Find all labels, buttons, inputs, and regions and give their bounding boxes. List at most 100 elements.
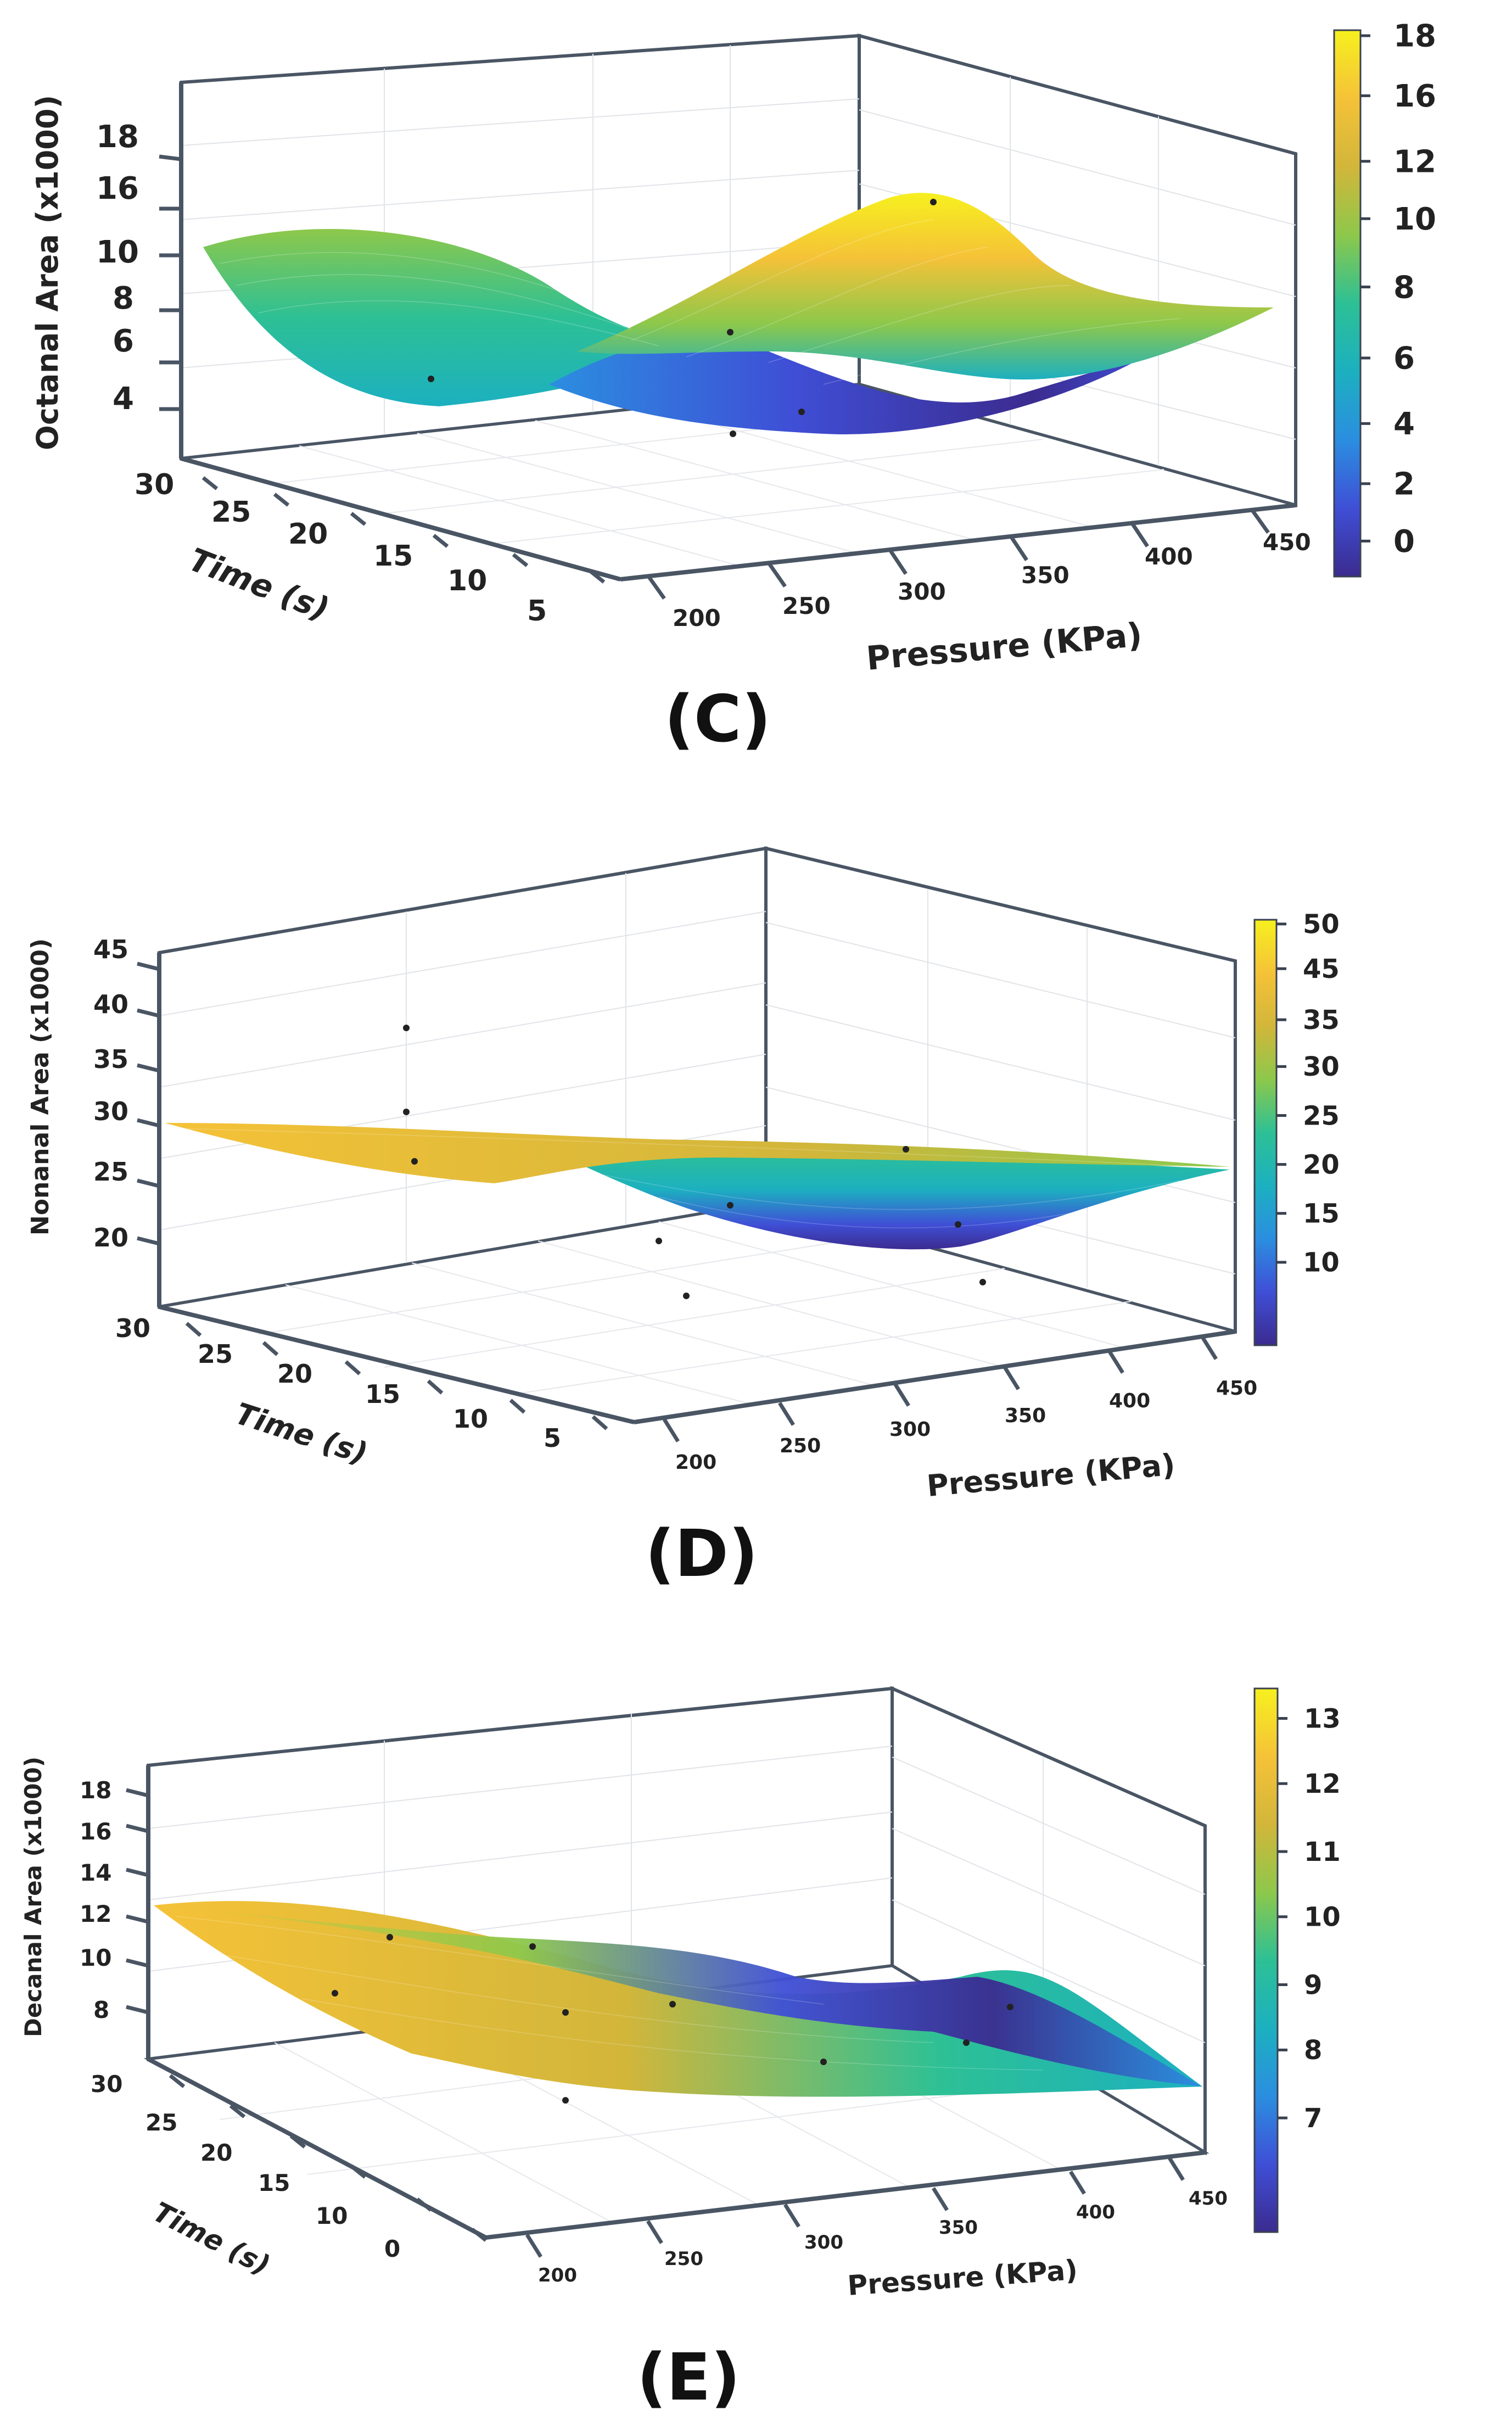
z-axis-title: Nonanal Area (x1000) bbox=[26, 938, 54, 1235]
y-tick-label: 5 bbox=[544, 1423, 561, 1453]
colorbar-tick-label: 8 bbox=[1393, 270, 1415, 305]
colorbar-tick-label: 2 bbox=[1393, 466, 1415, 502]
surface-mesh bbox=[175, 1916, 1044, 2071]
z-tick-label: 8 bbox=[93, 1997, 109, 2023]
sample-point bbox=[562, 2009, 569, 2016]
x-tick-label: 250 bbox=[780, 1435, 821, 1457]
colorbar-tick-label: 4 bbox=[1393, 406, 1415, 442]
x-tick-label: 350 bbox=[939, 2217, 978, 2239]
sample-point bbox=[529, 1943, 536, 1950]
x-axis-title: Pressure (KPa) bbox=[865, 616, 1144, 678]
colorbar-tick-label: 16 bbox=[1393, 79, 1436, 114]
colorbar-tick-label: 30 bbox=[1303, 1052, 1340, 1082]
colorbar-ticks: 50 45 35 30 25 20 15 10 bbox=[1276, 909, 1340, 1278]
sample-point bbox=[979, 1279, 986, 1285]
floor-grid bbox=[274, 407, 1164, 566]
z-tick-label: 30 bbox=[93, 1097, 128, 1126]
y-tick-label: 30 bbox=[91, 2071, 122, 2098]
x-tick-labels: 200 250 300 350 400 450 bbox=[538, 2188, 1228, 2286]
sample-point bbox=[332, 1990, 338, 1997]
axis-ticks bbox=[159, 154, 1270, 600]
y-tick-label: 10 bbox=[453, 1404, 488, 1434]
colorbar-tick-label: 10 bbox=[1304, 1902, 1341, 1933]
sample-point bbox=[730, 430, 736, 437]
y-axis-line bbox=[159, 1305, 635, 1424]
surface-patch-top bbox=[165, 1123, 1230, 1183]
x-tick-label: 200 bbox=[675, 1451, 716, 1474]
colorbar-tick-label: 35 bbox=[1303, 1005, 1340, 1036]
y-tick-label: 15 bbox=[365, 1379, 400, 1409]
colorbar-ticks: 18 16 12 10 8 6 4 2 0 bbox=[1360, 19, 1436, 560]
sample-point bbox=[727, 329, 733, 335]
colorbar-tick-label: 13 bbox=[1304, 1703, 1341, 1734]
y-tick-label: 15 bbox=[373, 540, 413, 573]
z-tick-labels: 18 16 14 12 10 8 bbox=[80, 1777, 111, 2023]
z-tick-label: 4 bbox=[113, 381, 134, 417]
sample-point bbox=[683, 1293, 690, 1299]
panel-label: (E) bbox=[637, 2339, 740, 2415]
colorbar-tick-label: 50 bbox=[1303, 909, 1340, 940]
x-tick-label: 300 bbox=[898, 578, 946, 605]
x-tick-label: 350 bbox=[1021, 562, 1069, 589]
z-tick-labels: 18 16 10 8 6 4 bbox=[96, 119, 139, 417]
colorbar-tick-label: 11 bbox=[1304, 1837, 1341, 1867]
surface-patch-bowl bbox=[555, 1150, 1230, 1250]
colorbar-gradient bbox=[1253, 919, 1278, 1346]
sample-point bbox=[798, 409, 805, 415]
z-tick-label: 18 bbox=[96, 119, 139, 155]
y-tick-labels: 30 25 20 15 10 5 bbox=[135, 468, 547, 628]
colorbar-tick-label: 6 bbox=[1393, 341, 1415, 377]
z-tick-label: 25 bbox=[93, 1157, 128, 1187]
surface-c bbox=[203, 193, 1274, 434]
z-tick-label: 10 bbox=[80, 1944, 111, 1971]
sample-points bbox=[428, 199, 937, 437]
z-tick-label: 16 bbox=[80, 1818, 111, 1845]
z-tick-label: 40 bbox=[93, 989, 128, 1019]
z-tick-label: 18 bbox=[80, 1777, 111, 1804]
x-tick-label: 450 bbox=[1216, 1377, 1257, 1400]
x-tick-label: 350 bbox=[1005, 1405, 1046, 1427]
x-tick-label: 300 bbox=[804, 2232, 843, 2253]
x-tick-label: 250 bbox=[664, 2248, 703, 2270]
colorbar-tick-label: 25 bbox=[1303, 1100, 1340, 1131]
z-axis-title: Decanal Area (x1000) bbox=[20, 1757, 47, 2037]
axis-ticks bbox=[126, 1788, 1185, 2258]
z-tick-label: 12 bbox=[80, 1900, 111, 1927]
colorbar-tick-label: 10 bbox=[1303, 1248, 1340, 1278]
surface-mesh bbox=[175, 1128, 1208, 1228]
y-tick-label: 30 bbox=[135, 468, 174, 501]
y-tick-label: 25 bbox=[145, 2109, 177, 2136]
y-tick-labels: 30 25 20 15 10 5 bbox=[115, 1313, 561, 1453]
y-axis-line bbox=[180, 456, 621, 581]
sample-point bbox=[955, 1221, 961, 1228]
sample-points bbox=[403, 1025, 986, 1299]
z-tick-labels: 45 40 35 30 25 20 bbox=[93, 935, 128, 1252]
x-axis-line bbox=[485, 2150, 1206, 2240]
surface-patch-bowl bbox=[549, 340, 1153, 434]
y-tick-label: 25 bbox=[211, 496, 251, 529]
z-tick-label: 8 bbox=[113, 281, 134, 316]
surface-mesh bbox=[219, 219, 1181, 385]
panel-label: (D) bbox=[645, 1516, 758, 1591]
z-tick-label: 14 bbox=[80, 1859, 111, 1886]
y-tick-label: 20 bbox=[288, 518, 328, 551]
sample-points bbox=[332, 1934, 1013, 2104]
colorbar-gradient bbox=[1253, 1687, 1279, 2233]
y-axis-title: Time (s) bbox=[184, 541, 334, 628]
x-tick-label: 400 bbox=[1145, 543, 1193, 570]
surface-patch-main bbox=[154, 1901, 1202, 2097]
sample-point bbox=[727, 1202, 733, 1209]
y-tick-labels: 30 25 20 15 10 0 bbox=[91, 2071, 400, 2262]
x-tick-label: 400 bbox=[1076, 2201, 1115, 2223]
sample-point bbox=[562, 2097, 569, 2104]
sample-point bbox=[428, 376, 434, 382]
colorbar-gradient bbox=[1333, 29, 1362, 578]
colorbar-tick-label: 18 bbox=[1393, 19, 1436, 54]
sample-point bbox=[820, 2059, 827, 2065]
surface-patch-left bbox=[203, 229, 714, 406]
y-tick-label: 15 bbox=[258, 2169, 290, 2196]
colorbar-tick-label: 7 bbox=[1304, 2103, 1322, 2134]
z-tick-label: 6 bbox=[113, 323, 134, 359]
colorbar-d: 50 45 35 30 25 20 15 10 bbox=[1253, 909, 1340, 1346]
